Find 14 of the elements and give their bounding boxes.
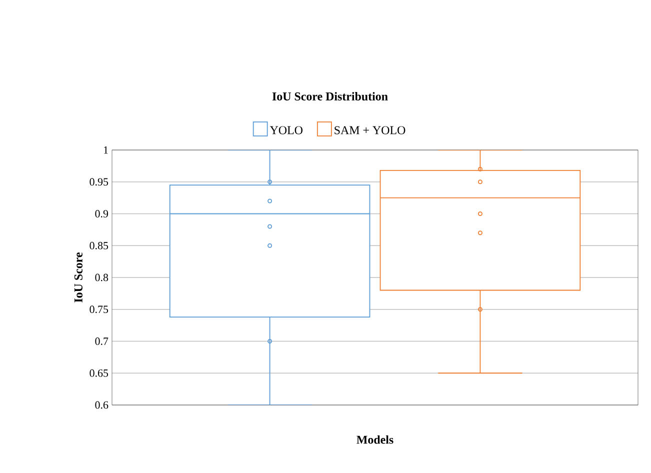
y-tick-label: 0.6 — [95, 401, 108, 409]
y-tick-label: 0.7 — [95, 338, 108, 345]
chart-title: IoU Score Distribution — [272, 92, 388, 100]
legend-label: YOLO — [270, 126, 302, 134]
y-tick-label: 0.95 — [90, 178, 108, 186]
y-tick-label: 1 — [104, 146, 108, 154]
y-tick-label: 0.75 — [90, 306, 108, 314]
y-tick-label: 0.65 — [90, 369, 108, 377]
y-axis-title: IoU Score — [74, 252, 82, 302]
y-tick-label: 0.85 — [90, 242, 108, 250]
y-tick-label: 0.9 — [95, 210, 108, 218]
y-tick-label: 0.8 — [95, 274, 108, 282]
x-axis-title: Models — [356, 435, 394, 444]
legend-label: SAM + YOLO — [334, 126, 406, 134]
